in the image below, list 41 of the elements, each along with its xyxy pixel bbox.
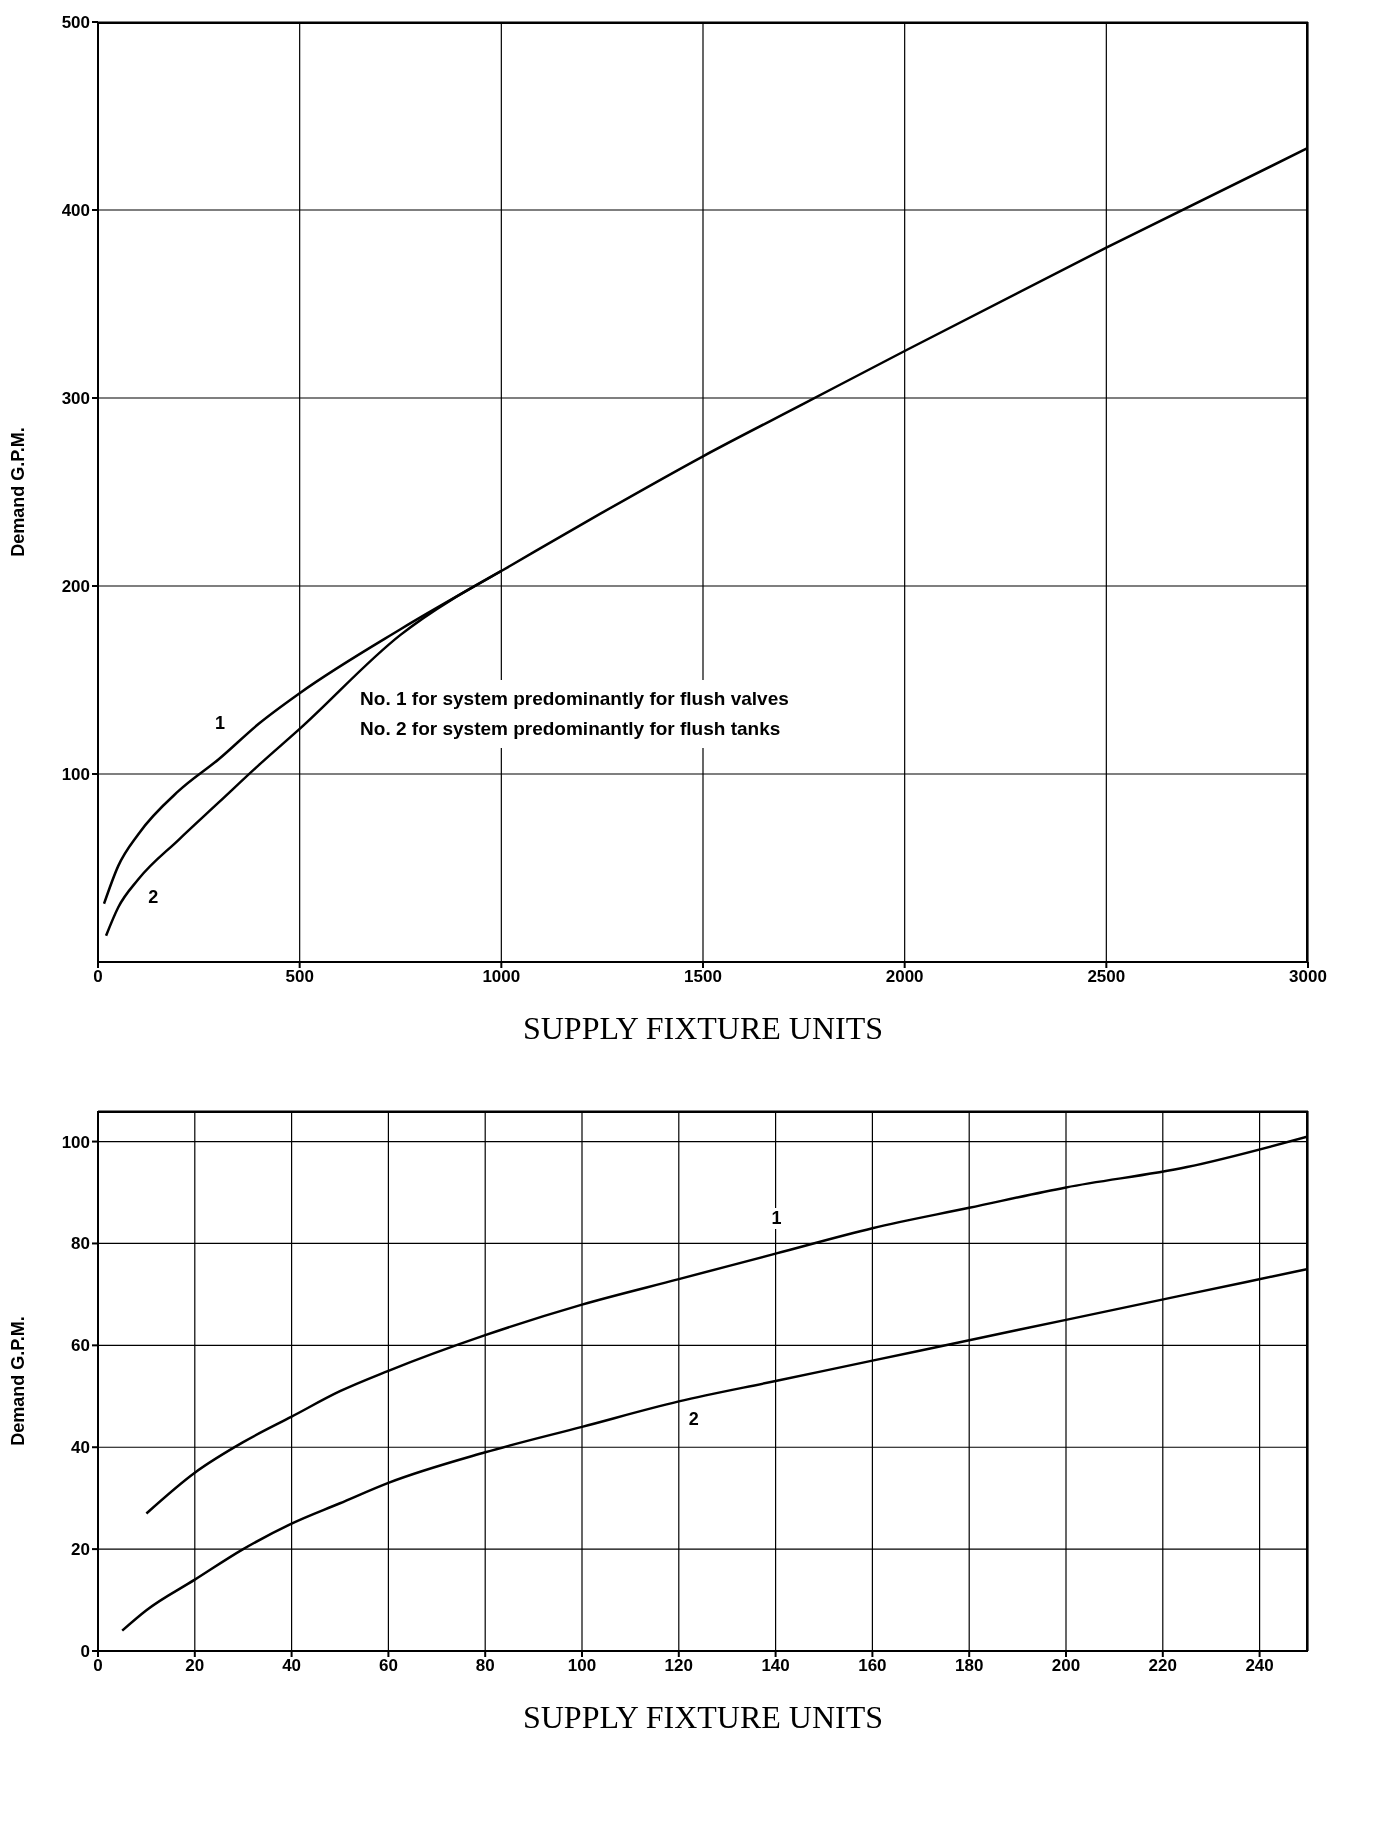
y-tick-label: 300 (61, 389, 90, 409)
y-tick-label: 400 (61, 201, 90, 221)
y-tick-label: 80 (71, 1234, 90, 1254)
x-tick-label: 40 (282, 1656, 302, 1676)
y-tick-label: 100 (61, 1132, 90, 1152)
x-tick-label: 60 (378, 1656, 398, 1676)
x-tick-label: 140 (761, 1656, 790, 1676)
annotation: No. 2 for system predominantly for flush tanks (360, 717, 782, 741)
annotation: No. 1 for system predominantly for flush valves (360, 687, 789, 711)
x-tick-label: 200 (1051, 1656, 1081, 1676)
x-tick-label: 500 (285, 967, 314, 987)
y-tick-label: 40 (71, 1438, 90, 1458)
y-tick-label: 200 (61, 577, 90, 597)
series-label: 1 (767, 1207, 786, 1229)
x-tick-label: 180 (955, 1656, 984, 1676)
x-tick-label: 100 (567, 1656, 597, 1676)
x-tick-label: 160 (858, 1656, 887, 1676)
x-tick-label: 240 (1245, 1656, 1274, 1676)
y-tick-label: 20 (71, 1540, 90, 1560)
series-label: 2 (144, 887, 163, 909)
x-tick-label: 2500 (1087, 967, 1126, 987)
y-tick-label: 500 (61, 13, 90, 33)
x-tick-label: 3000 (1289, 967, 1327, 987)
x-tick-label: 0 (93, 1656, 103, 1676)
x-tick-label: 20 (185, 1656, 205, 1676)
y-axis-title: Demand G.P.M. (7, 1316, 29, 1446)
y-tick-label: 60 (71, 1336, 90, 1356)
x-tick-label: 1500 (684, 967, 722, 987)
y-tick-label: 100 (61, 765, 90, 785)
x-tick-label: 0 (93, 967, 103, 987)
y-tick-label: 0 (80, 1642, 90, 1662)
series-label: 2 (684, 1409, 703, 1431)
x-axis-title: SUPPLY FIXTURE UNITS (521, 1699, 885, 1736)
x-tick-label: 1000 (482, 967, 521, 987)
y-axis-title: Demand G.P.M. (7, 427, 29, 557)
series-label: 1 (211, 712, 230, 734)
x-tick-label: 220 (1148, 1656, 1177, 1676)
x-tick-label: 120 (664, 1656, 693, 1676)
x-axis-title: SUPPLY FIXTURE UNITS (521, 1010, 885, 1047)
x-tick-label: 2000 (885, 967, 924, 987)
x-tick-label: 80 (475, 1656, 495, 1676)
